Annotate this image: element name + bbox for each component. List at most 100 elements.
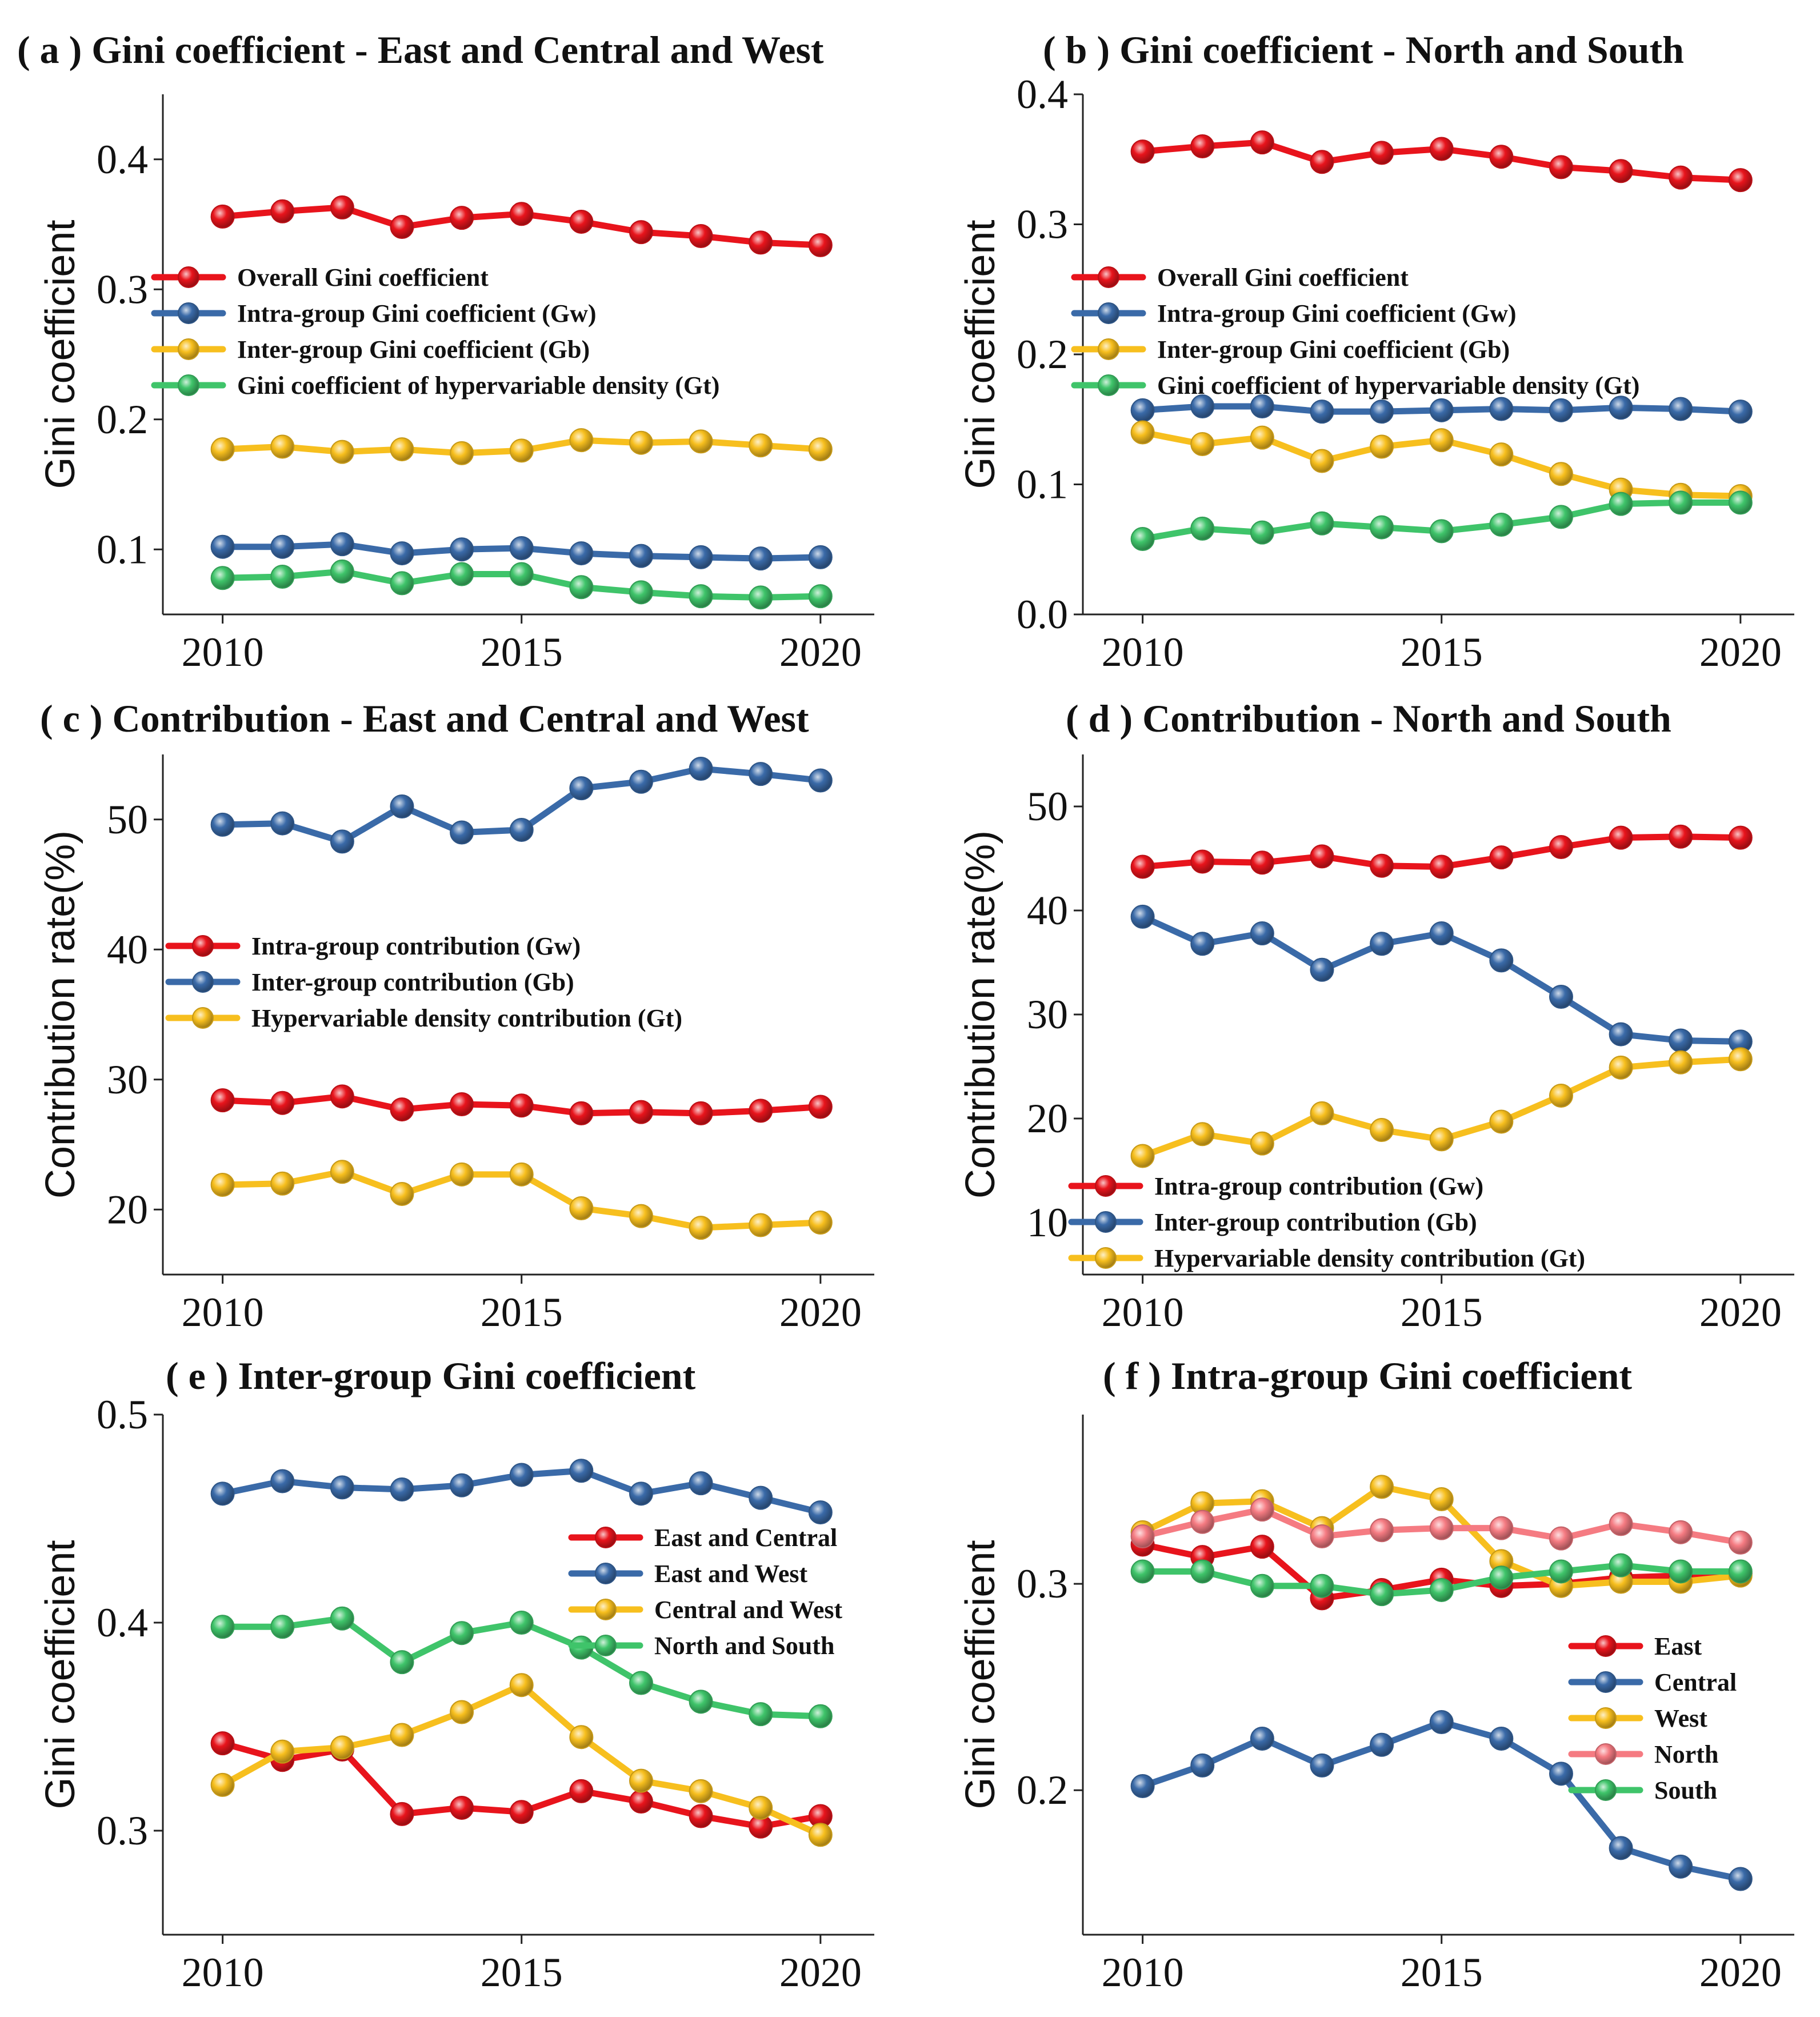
data-point — [330, 1084, 354, 1109]
data-point — [1370, 515, 1394, 540]
legend-swatch-marker — [1095, 1211, 1117, 1233]
data-point — [509, 1093, 534, 1118]
series-line — [1139, 1719, 1744, 1882]
legend-swatch-marker — [192, 935, 214, 957]
data-point — [629, 544, 653, 568]
legend-item: West — [1568, 1704, 1707, 1732]
legend-label: Gini coefficient of hypervariable densit… — [1157, 372, 1639, 400]
legend-label: Intra-group Gini coefficient (Gw) — [237, 299, 597, 327]
data-point — [689, 1216, 713, 1240]
data-point — [1130, 1774, 1155, 1798]
y-axis-label: Gini coefficient — [958, 220, 1003, 489]
data-point — [330, 1735, 354, 1760]
y-tick-label: 0.3 — [1017, 202, 1068, 247]
x-tick-label: 2015 — [481, 1950, 563, 1995]
data-point — [270, 811, 295, 836]
data-point — [1669, 1028, 1693, 1053]
data-point — [1130, 527, 1155, 552]
legend-label: Intra-group contribution (Gw) — [1154, 1172, 1483, 1200]
legend-label: Inter-group Gini coefficient (Gb) — [1157, 335, 1510, 364]
data-point — [1728, 490, 1753, 515]
data-point — [1190, 1509, 1215, 1534]
legend-label: Overall Gini coefficient — [1157, 263, 1409, 291]
data-point — [509, 536, 534, 560]
legend-item: Gini coefficient of hypervariable densit… — [151, 372, 719, 400]
data-point — [1609, 1836, 1633, 1860]
legend-label: East and West — [654, 1560, 807, 1588]
data-point — [629, 1100, 653, 1124]
data-point — [1370, 1732, 1394, 1757]
data-point — [1130, 1144, 1155, 1168]
data-point — [808, 768, 833, 793]
legend-swatch-marker — [178, 302, 199, 324]
data-point — [1429, 428, 1454, 453]
data-point — [1669, 1854, 1693, 1879]
x-tick-label: 2010 — [182, 1950, 264, 1995]
data-point — [210, 204, 235, 229]
legend-label: Hypervariable density contribution (Gt) — [1154, 1244, 1585, 1272]
data-point — [629, 1481, 653, 1506]
data-point — [629, 1204, 653, 1228]
data-point — [1250, 1131, 1274, 1156]
x-tick-label: 2020 — [1699, 1950, 1782, 1995]
data-point — [1429, 137, 1454, 161]
legend-swatch-marker — [1098, 266, 1119, 288]
data-point — [1370, 141, 1394, 165]
data-point — [1549, 1526, 1573, 1551]
legend: Intra-group contribution (Gw) Inter-group… — [165, 932, 682, 1032]
series-intra-group-gini-coefficient-gw- — [210, 532, 833, 571]
series-inter-group-gini-coefficient-gb- — [210, 428, 833, 465]
data-point — [390, 1097, 414, 1122]
series-central-and-west — [210, 1673, 833, 1847]
data-point — [749, 546, 773, 571]
x-tick-label: 2010 — [1102, 1950, 1184, 1995]
legend-item: Intra-group Gini coefficient (Gw) — [1071, 299, 1517, 327]
x-tick-label: 2015 — [1401, 1950, 1483, 1995]
y-tick-label: 0.2 — [97, 397, 148, 442]
legend-label: Central — [1654, 1668, 1737, 1696]
data-point — [1250, 850, 1274, 875]
series-east-and-west — [210, 1459, 833, 1525]
series-overall-gini-coefficient — [210, 195, 833, 257]
legend-label: North and South — [654, 1632, 834, 1660]
data-point — [1549, 462, 1573, 486]
legend-label: East and Central — [654, 1524, 837, 1552]
y-tick-label: 0.0 — [1017, 592, 1068, 637]
data-point — [1370, 1518, 1394, 1543]
data-point — [1549, 985, 1573, 1009]
legend-swatch-marker — [1595, 1635, 1617, 1657]
data-point — [1549, 1762, 1573, 1786]
data-point — [689, 223, 713, 248]
data-point — [689, 584, 713, 609]
legend-item: Hypervariable density contribution (Gt) — [165, 1004, 682, 1032]
data-point — [1489, 145, 1514, 169]
data-point — [1429, 1487, 1454, 1512]
legend-label: Gini coefficient of hypervariable densit… — [237, 372, 719, 400]
data-point — [689, 1690, 713, 1714]
data-point — [1370, 853, 1394, 878]
data-point — [1429, 398, 1454, 422]
y-tick-label: 0.3 — [97, 266, 148, 312]
data-point — [1489, 1565, 1514, 1590]
data-point — [450, 1700, 474, 1724]
data-point — [629, 1790, 653, 1814]
data-point — [569, 1725, 594, 1750]
data-point — [1669, 490, 1693, 515]
data-point — [689, 757, 713, 781]
legend: Overall Gini coefficient Intra-group Gini… — [1071, 263, 1639, 400]
panel-f: ( f ) Intra-group Gini coefficient 0.2 0.3… — [958, 1354, 1794, 1995]
legend-item: Intra-group contribution (Gw) — [1068, 1172, 1483, 1200]
x-tick-label: 2015 — [1401, 1289, 1483, 1335]
legend-swatch-marker — [595, 1563, 617, 1584]
data-point — [569, 541, 594, 566]
data-point — [210, 566, 235, 590]
data-point — [629, 220, 653, 245]
legend-item: North and South — [568, 1632, 834, 1660]
data-point — [1489, 513, 1514, 537]
data-point — [1609, 492, 1633, 516]
data-point — [1609, 1553, 1633, 1577]
data-point — [569, 1101, 594, 1125]
data-point — [1310, 1573, 1334, 1598]
data-point — [1728, 1047, 1753, 1072]
panel-b: ( b ) Gini coefficient - North and South… — [958, 28, 1794, 675]
